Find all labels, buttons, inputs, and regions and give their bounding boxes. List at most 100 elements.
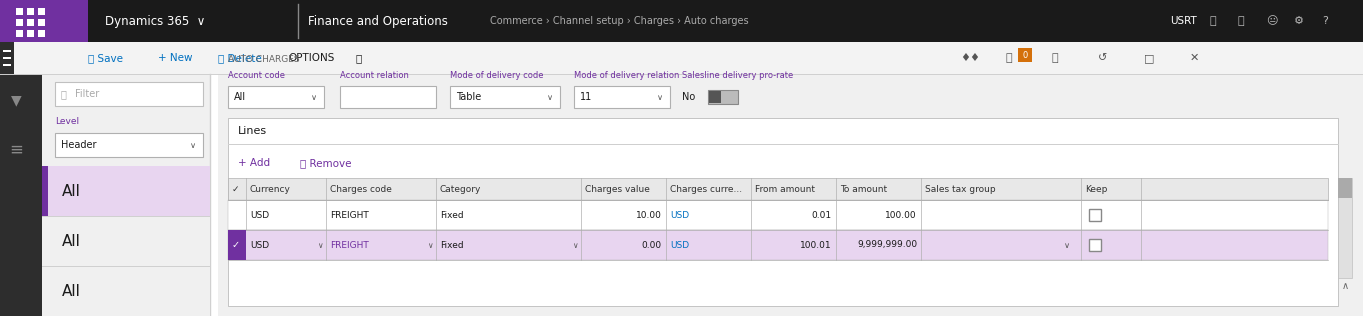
Text: 🗑 Delete: 🗑 Delete	[218, 53, 262, 63]
Text: Commerce › Channel setup › Charges › Auto charges: Commerce › Channel setup › Charges › Aut…	[491, 16, 748, 26]
Text: USRT: USRT	[1169, 16, 1197, 26]
Bar	[42, 166, 210, 216]
Bar	[218, 74, 1363, 316]
Bar	[228, 230, 245, 260]
Text: ✕: ✕	[1190, 53, 1199, 63]
Bar	[574, 86, 671, 108]
Bar	[55, 133, 203, 157]
Text: From amount: From amount	[755, 185, 815, 193]
Text: ∨: ∨	[318, 240, 323, 250]
Text: Fixed: Fixed	[440, 210, 463, 220]
Text: Salesline delivery pro-rate: Salesline delivery pro-rate	[682, 71, 793, 81]
Text: ▼: ▼	[11, 93, 22, 107]
Text: 0.00: 0.00	[642, 240, 662, 250]
Bar	[3, 64, 11, 66]
Bar	[0, 0, 89, 42]
Text: All: All	[61, 283, 80, 299]
Bar	[3, 50, 11, 52]
Text: ∨: ∨	[1065, 240, 1070, 250]
Text: FREIGHT: FREIGHT	[330, 210, 369, 220]
Bar	[1089, 209, 1101, 221]
Bar	[0, 42, 14, 74]
Bar	[27, 8, 34, 15]
Bar	[1089, 239, 1101, 251]
Bar	[16, 19, 23, 26]
Bar	[228, 200, 1328, 230]
Text: 🗑 Remove: 🗑 Remove	[300, 158, 352, 168]
Text: 🔍: 🔍	[61, 89, 67, 99]
Bar	[16, 8, 23, 15]
Text: ≡: ≡	[10, 141, 23, 159]
Text: Dynamics 365  ∨: Dynamics 365 ∨	[105, 15, 206, 27]
Text: USD: USD	[671, 210, 690, 220]
Text: Filter: Filter	[75, 89, 99, 99]
Bar	[38, 8, 45, 15]
Text: Level: Level	[55, 118, 79, 126]
Text: ∨: ∨	[547, 93, 553, 101]
Bar	[42, 166, 48, 216]
Bar	[0, 74, 42, 316]
Text: Category: Category	[440, 185, 481, 193]
Text: All: All	[61, 234, 80, 248]
Text: OPTIONS: OPTIONS	[288, 53, 334, 63]
Text: ⚙: ⚙	[1293, 16, 1304, 26]
Text: All: All	[61, 184, 80, 198]
Text: Mode of delivery relation: Mode of delivery relation	[574, 71, 679, 81]
Bar	[42, 216, 210, 266]
Text: 0.01: 0.01	[812, 210, 831, 220]
Text: 9,999,999.00: 9,999,999.00	[857, 240, 917, 250]
Text: 🔍: 🔍	[1210, 16, 1217, 26]
Text: Fixed: Fixed	[440, 240, 463, 250]
Text: Sales tax group: Sales tax group	[925, 185, 995, 193]
Text: 💾 Save: 💾 Save	[89, 53, 123, 63]
Text: Charges curre...: Charges curre...	[671, 185, 741, 193]
Bar	[709, 91, 721, 103]
Bar	[228, 178, 1328, 200]
Text: USD: USD	[249, 210, 269, 220]
Bar	[450, 86, 560, 108]
Bar	[27, 30, 34, 37]
Text: No: No	[682, 92, 695, 102]
Bar	[0, 0, 1363, 42]
Text: + New: + New	[158, 53, 192, 63]
Text: 🔔: 🔔	[1052, 53, 1059, 63]
Bar	[38, 19, 45, 26]
Bar	[16, 30, 23, 37]
Text: Table: Table	[457, 92, 481, 102]
Text: 100.00: 100.00	[886, 210, 917, 220]
Text: Header: Header	[61, 140, 97, 150]
Bar	[1018, 48, 1032, 62]
Text: ↺: ↺	[1099, 53, 1107, 63]
Text: ?: ?	[1322, 16, 1328, 26]
Text: ∨: ∨	[189, 141, 196, 149]
Text: USD: USD	[671, 240, 690, 250]
Bar	[27, 19, 34, 26]
Bar	[55, 82, 203, 106]
Bar	[3, 57, 11, 59]
Text: ∨: ∨	[427, 240, 433, 250]
Text: Charges value: Charges value	[585, 185, 650, 193]
Bar	[228, 118, 1338, 144]
Text: All: All	[234, 92, 247, 102]
Text: ✓: ✓	[232, 240, 240, 250]
Bar	[339, 86, 436, 108]
Text: 0: 0	[1022, 51, 1028, 59]
Text: 100.01: 100.01	[800, 240, 831, 250]
Bar	[42, 266, 210, 316]
Bar	[228, 86, 324, 108]
Text: ∨: ∨	[657, 93, 662, 101]
Bar	[707, 90, 737, 104]
Text: Charges code: Charges code	[330, 185, 393, 193]
Text: 10.00: 10.00	[637, 210, 662, 220]
Bar	[0, 42, 1363, 74]
Bar	[38, 30, 45, 37]
Text: □: □	[1144, 53, 1154, 63]
Bar	[228, 144, 1338, 306]
Text: 🌐: 🌐	[1006, 53, 1013, 63]
Text: ∨: ∨	[572, 240, 578, 250]
Text: To amount: To amount	[840, 185, 887, 193]
Text: Lines: Lines	[239, 126, 267, 136]
Text: AUTO CHARGES: AUTO CHARGES	[228, 56, 300, 64]
Text: ✓: ✓	[232, 185, 240, 193]
Text: ∨: ∨	[311, 93, 318, 101]
